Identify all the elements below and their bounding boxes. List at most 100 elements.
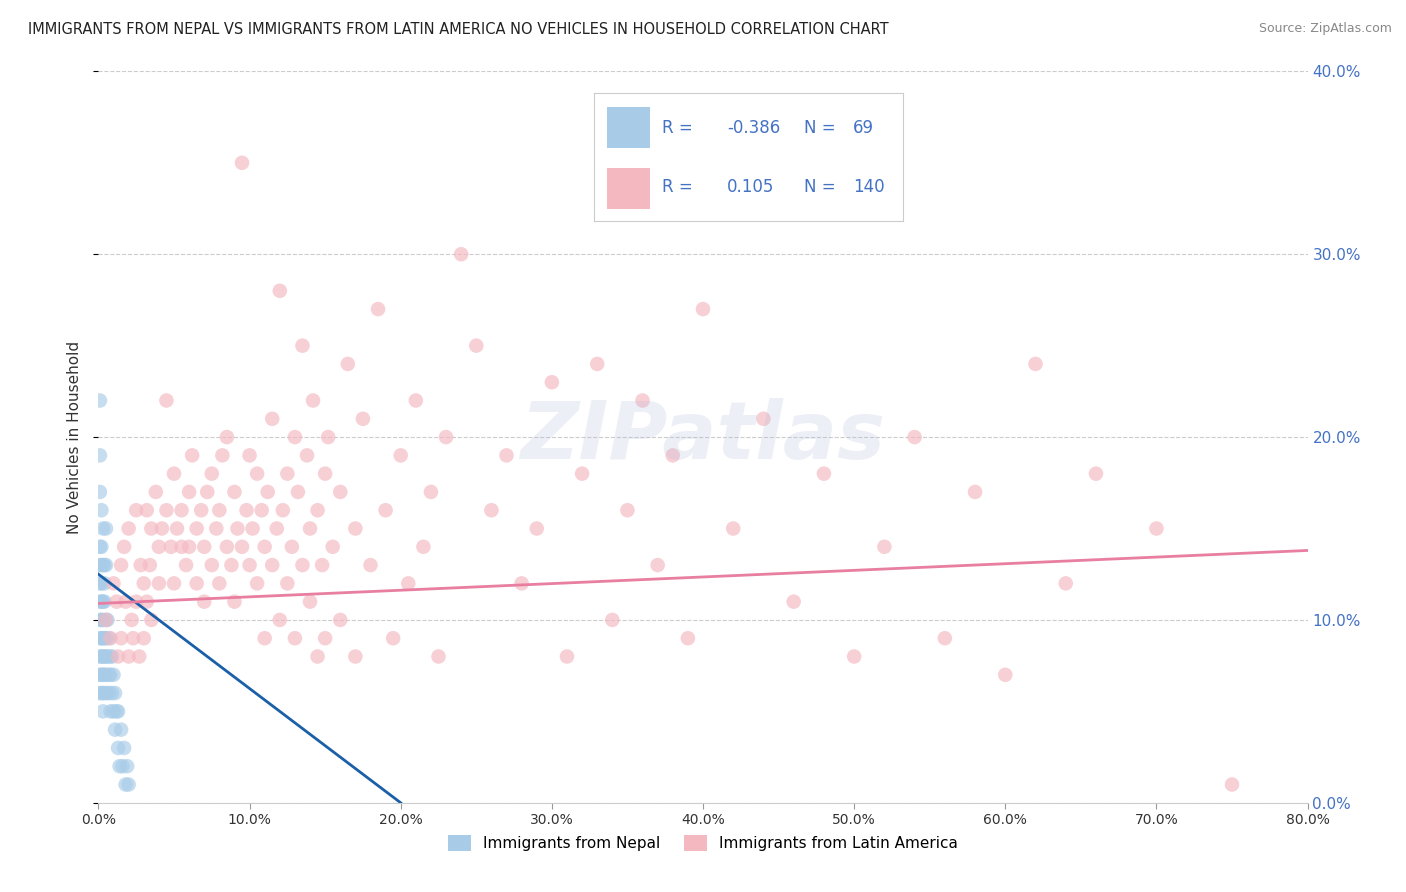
Point bbox=[125, 503, 148, 517]
Point bbox=[139, 558, 162, 573]
Point bbox=[510, 576, 533, 591]
Point bbox=[107, 705, 129, 719]
Point bbox=[723, 521, 745, 535]
Point bbox=[107, 740, 129, 755]
Point bbox=[141, 613, 163, 627]
Point bbox=[96, 649, 118, 664]
Point bbox=[616, 503, 638, 517]
Point bbox=[100, 649, 122, 664]
Point bbox=[135, 503, 157, 517]
Point bbox=[555, 649, 578, 664]
Point bbox=[91, 521, 114, 535]
Point bbox=[91, 632, 114, 646]
Point bbox=[94, 613, 117, 627]
Point bbox=[90, 632, 112, 646]
Point bbox=[235, 503, 257, 517]
Point bbox=[481, 503, 503, 517]
Point bbox=[110, 558, 132, 573]
Point bbox=[89, 393, 111, 408]
Point bbox=[132, 576, 155, 591]
Point bbox=[934, 632, 956, 646]
Point bbox=[571, 467, 593, 481]
Point bbox=[94, 558, 117, 573]
Point bbox=[89, 540, 111, 554]
Point bbox=[135, 594, 157, 608]
Point bbox=[262, 558, 284, 573]
Point bbox=[91, 686, 114, 700]
Point bbox=[193, 594, 215, 608]
Point bbox=[783, 594, 806, 608]
Point bbox=[98, 686, 121, 700]
Point bbox=[382, 632, 405, 646]
Point bbox=[91, 558, 114, 573]
Point bbox=[129, 558, 152, 573]
Point bbox=[1220, 778, 1243, 792]
Point bbox=[352, 412, 374, 426]
Point bbox=[101, 686, 124, 700]
Point bbox=[100, 667, 122, 681]
Point bbox=[112, 740, 135, 755]
Point bbox=[201, 467, 224, 481]
Point bbox=[291, 558, 314, 573]
Point bbox=[103, 705, 125, 719]
Point bbox=[215, 540, 238, 554]
Point bbox=[994, 667, 1017, 681]
Point bbox=[540, 375, 562, 389]
Point bbox=[253, 540, 276, 554]
Point bbox=[118, 778, 141, 792]
Point bbox=[307, 649, 329, 664]
Point bbox=[231, 540, 253, 554]
Point bbox=[495, 448, 517, 462]
Point bbox=[311, 558, 333, 573]
Point bbox=[170, 503, 193, 517]
Point bbox=[526, 521, 548, 535]
Point bbox=[89, 632, 111, 646]
Point bbox=[281, 540, 304, 554]
Point bbox=[96, 613, 118, 627]
Point bbox=[262, 412, 284, 426]
Point bbox=[412, 540, 434, 554]
Point bbox=[186, 576, 208, 591]
Point bbox=[122, 632, 145, 646]
Point bbox=[253, 632, 276, 646]
Point bbox=[90, 686, 112, 700]
Point bbox=[125, 594, 148, 608]
Point bbox=[166, 521, 188, 535]
Point bbox=[813, 467, 835, 481]
Point bbox=[269, 613, 291, 627]
Point bbox=[193, 540, 215, 554]
Point bbox=[465, 338, 488, 352]
Point bbox=[269, 284, 291, 298]
Point bbox=[344, 521, 367, 535]
Point bbox=[121, 613, 143, 627]
Point bbox=[94, 521, 117, 535]
Point bbox=[91, 594, 114, 608]
Point bbox=[266, 521, 288, 535]
Text: IMMIGRANTS FROM NEPAL VS IMMIGRANTS FROM LATIN AMERICA NO VEHICLES IN HOUSEHOLD : IMMIGRANTS FROM NEPAL VS IMMIGRANTS FROM… bbox=[28, 22, 889, 37]
Point bbox=[873, 540, 896, 554]
Point bbox=[89, 686, 111, 700]
Point bbox=[208, 503, 231, 517]
Point bbox=[94, 649, 117, 664]
Point bbox=[91, 705, 114, 719]
Point bbox=[163, 576, 186, 591]
Point bbox=[287, 485, 309, 500]
Point bbox=[221, 558, 243, 573]
Point bbox=[174, 558, 197, 573]
Point bbox=[96, 686, 118, 700]
Point bbox=[647, 558, 669, 573]
Point bbox=[94, 667, 117, 681]
Point bbox=[118, 521, 141, 535]
Point bbox=[195, 485, 218, 500]
Point bbox=[89, 594, 111, 608]
Point bbox=[226, 521, 249, 535]
Point bbox=[602, 613, 624, 627]
Point bbox=[179, 485, 201, 500]
Y-axis label: No Vehicles in Household: No Vehicles in Household bbox=[67, 341, 83, 533]
Point bbox=[148, 576, 170, 591]
Point bbox=[101, 649, 124, 664]
Point bbox=[98, 632, 121, 646]
Point bbox=[1054, 576, 1077, 591]
Point bbox=[299, 594, 322, 608]
Point bbox=[155, 393, 177, 408]
